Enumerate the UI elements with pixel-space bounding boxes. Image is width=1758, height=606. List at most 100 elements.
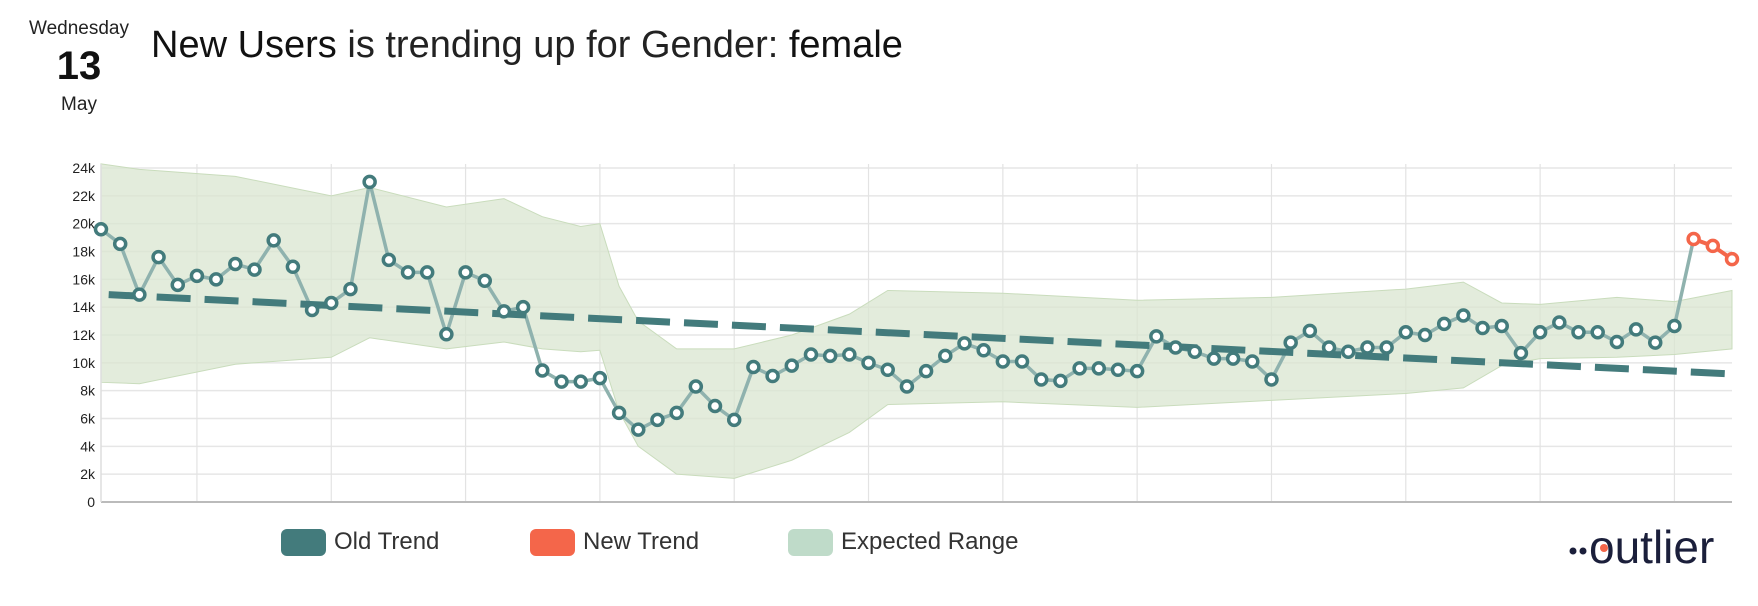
data-point [1456, 308, 1471, 323]
data-point [1072, 361, 1087, 376]
y-tick-label: 18k [72, 244, 96, 260]
data-point [1110, 362, 1126, 378]
data-point [726, 412, 742, 428]
metric-name: New Users [151, 24, 337, 66]
data-point [1571, 324, 1586, 340]
data-point [439, 327, 454, 342]
y-tick-label: 4k [80, 438, 96, 454]
data-point [381, 252, 397, 268]
data-point [1609, 334, 1625, 350]
data-point [573, 374, 588, 389]
data-point [1053, 373, 1068, 389]
y-tick-label: 8k [80, 383, 96, 399]
data-point [1264, 372, 1279, 387]
data-point [957, 336, 972, 351]
data-point [1552, 315, 1567, 330]
month: May [61, 94, 97, 115]
data-point [208, 272, 224, 287]
data-point [515, 299, 531, 315]
data-point [1206, 351, 1222, 366]
legend-label: Old Trend [334, 528, 440, 555]
data-point [1225, 351, 1241, 366]
data-point [688, 379, 704, 394]
trend-chart: 02k4k6k8k10k12k14k16k18k20k22k24kFeb 23M… [72, 160, 1740, 510]
expected-range-swatch [788, 528, 833, 556]
y-tick-label: 14k [72, 299, 96, 315]
data-point [1302, 323, 1318, 339]
data-point [1014, 354, 1030, 369]
day-number: 13 [56, 44, 102, 88]
logo-icon: outlier [1569, 521, 1714, 573]
data-point [93, 221, 109, 237]
data-point [822, 348, 838, 364]
data-point [1494, 318, 1509, 334]
data-point [1168, 340, 1183, 355]
data-point [1667, 318, 1682, 334]
data-point [1187, 344, 1202, 359]
data-point [247, 262, 262, 277]
data-point [1283, 335, 1298, 350]
data-point [400, 265, 416, 280]
data-point [1398, 324, 1414, 340]
data-point [1417, 327, 1433, 343]
data-point [324, 295, 339, 311]
data-point [112, 236, 128, 252]
data-point [170, 277, 186, 293]
legend-expected-range[interactable]: Expected Range [788, 528, 1018, 556]
data-point [1149, 329, 1164, 344]
legend-new-trend[interactable]: New Trend [530, 528, 699, 556]
data-point [419, 265, 435, 280]
old-trend-line [108, 291, 1733, 378]
logo-text: outlier [1589, 521, 1714, 573]
y-tick-label: 20k [72, 216, 96, 232]
data-point [228, 256, 243, 272]
data-point [1245, 354, 1260, 369]
data-point [477, 273, 493, 288]
data-point [592, 370, 608, 386]
data-point [189, 268, 205, 284]
data-point [1628, 322, 1644, 337]
data-point [1091, 361, 1107, 376]
data-point [918, 363, 934, 379]
old-trend-swatch [281, 528, 326, 556]
new-data-point [1724, 251, 1740, 267]
data-point [343, 281, 358, 297]
data-point [880, 362, 895, 378]
y-tick-label: 22k [72, 188, 96, 204]
legend-label: Expected Range [841, 528, 1019, 555]
data-point [899, 379, 915, 394]
legend-label: New Trend [583, 528, 700, 555]
data-point [611, 405, 627, 421]
data-point [1321, 340, 1337, 355]
legend-old-trend[interactable]: Old Trend [281, 528, 439, 556]
new-data-point [1705, 238, 1721, 254]
data-point [304, 302, 320, 318]
data-point [266, 233, 281, 248]
data-point [784, 358, 800, 373]
date-block: Wednesday 13 May [20, 18, 138, 116]
y-tick-label: 16k [72, 271, 96, 287]
y-tick-label: 6k [80, 411, 96, 427]
weekday: Wednesday [29, 18, 129, 39]
data-point [535, 363, 550, 378]
data-point [650, 412, 665, 428]
y-tick-label: 0 [87, 494, 95, 510]
data-point [765, 368, 780, 384]
outlier-logo: outlier [1565, 515, 1735, 580]
data-point [746, 359, 761, 375]
y-tick-label: 24k [72, 160, 96, 176]
data-point [1647, 335, 1663, 350]
segment-value: female [788, 24, 903, 66]
data-point [707, 398, 723, 414]
data-point [976, 343, 991, 358]
data-point [1129, 363, 1145, 379]
chart-legend: Old Trend New Trend Expected Range [0, 528, 1200, 568]
data-point [496, 304, 512, 319]
data-point [842, 347, 857, 362]
data-point [803, 347, 819, 362]
data-point [1360, 340, 1375, 355]
data-point [938, 348, 953, 364]
data-point [132, 287, 147, 302]
data-point [631, 422, 646, 437]
data-point [995, 354, 1011, 369]
